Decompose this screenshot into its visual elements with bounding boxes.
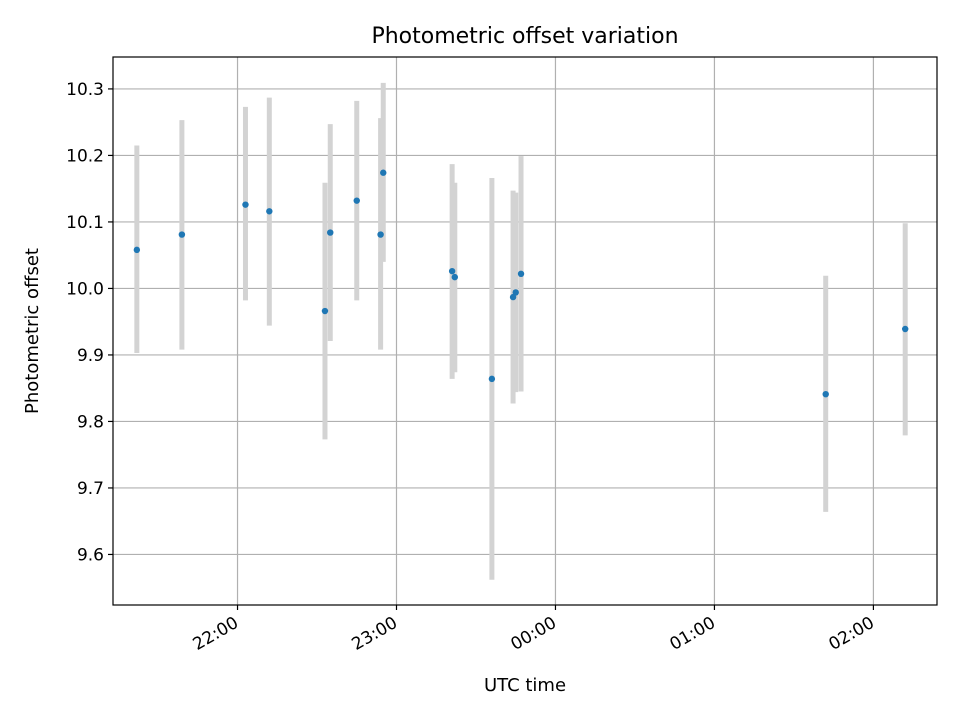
data-point <box>512 289 519 296</box>
data-point <box>321 307 329 315</box>
data-point <box>133 246 141 254</box>
data-point <box>488 375 496 383</box>
y-tick-label: 10.0 <box>66 279 104 299</box>
data-point <box>517 270 525 278</box>
y-tick-label: 10.2 <box>66 146 104 166</box>
data-point <box>377 231 384 238</box>
data-point <box>242 201 249 208</box>
y-axis: 9.6 9.7 9.8 9.9 10.0 10.1 10.2 10.3 <box>66 80 113 565</box>
y-tick-label: 9.8 <box>77 412 104 432</box>
y-tick-label: 9.6 <box>77 545 104 565</box>
data-point <box>509 293 517 301</box>
grid <box>113 57 937 605</box>
data-point <box>822 390 829 398</box>
data-point <box>902 325 909 333</box>
data-points <box>133 169 909 398</box>
data-point <box>451 273 458 281</box>
x-axis-label: UTC time <box>484 675 566 696</box>
data-point <box>178 231 186 238</box>
chart-title: Photometric offset variation <box>371 24 678 49</box>
data-point <box>327 229 334 236</box>
data-point <box>266 208 273 215</box>
data-point <box>353 197 360 204</box>
data-point <box>380 169 387 176</box>
plot-frame <box>112 56 938 606</box>
y-tick-label: 10.1 <box>66 213 104 233</box>
y-tick-label: 9.9 <box>77 346 104 366</box>
data-point <box>448 267 456 275</box>
y-tick-label: 10.3 <box>66 80 104 100</box>
y-axis-label: Photometric offset <box>22 248 43 414</box>
y-tick-label: 9.7 <box>77 479 104 499</box>
